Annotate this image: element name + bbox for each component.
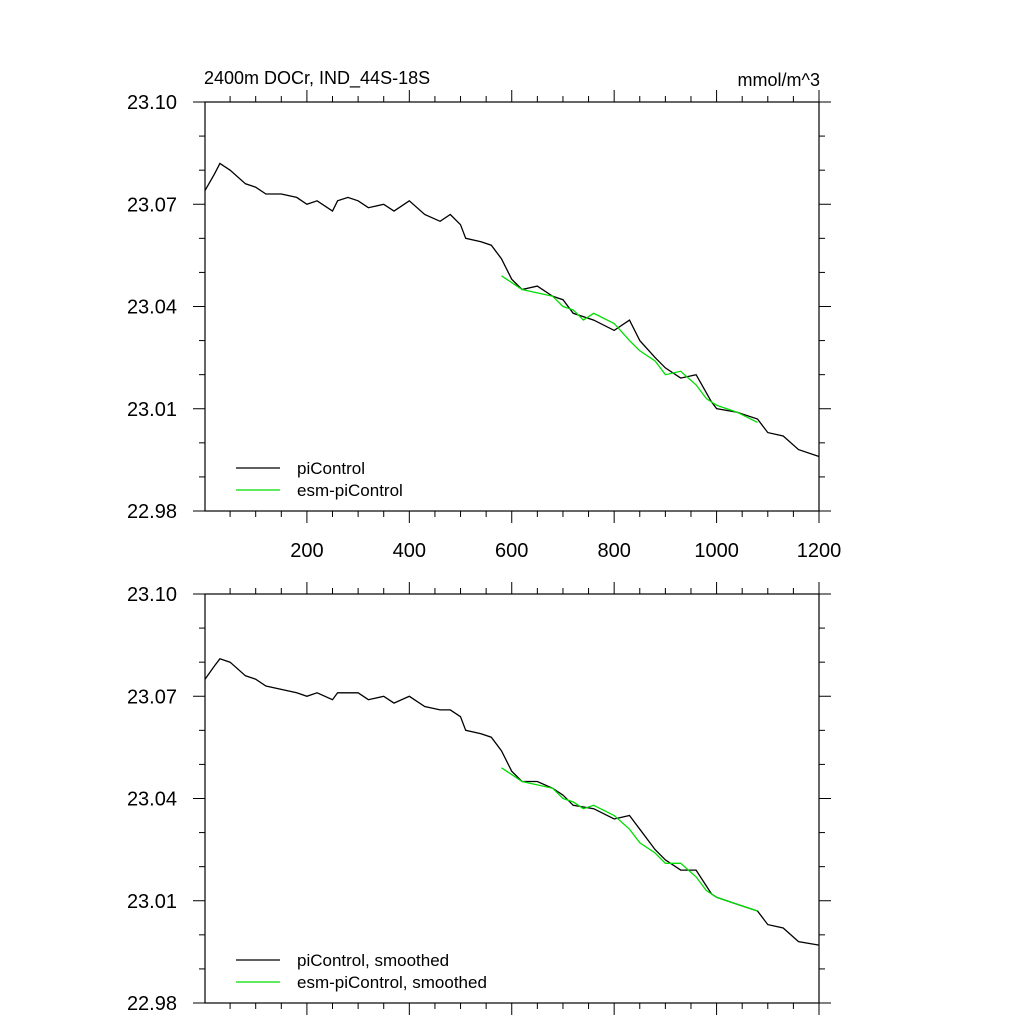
y-tick-label: 23.04 bbox=[127, 297, 177, 319]
legend-label: esm-piControl bbox=[297, 481, 403, 500]
legend-label: piControl, smoothed bbox=[297, 951, 449, 970]
x-tick-label: 200 bbox=[290, 540, 323, 562]
series-line-esm-picontrol-smoothed bbox=[501, 767, 758, 912]
y-tick-label: 22.98 bbox=[127, 501, 177, 523]
y-tick-label: 23.10 bbox=[127, 92, 177, 114]
x-tick-label: 1200 bbox=[797, 540, 842, 562]
legend-label: esm-piControl, smoothed bbox=[297, 973, 487, 992]
x-tick-label: 600 bbox=[495, 540, 528, 562]
y-tick-label: 23.10 bbox=[127, 584, 177, 606]
x-tick-label: 800 bbox=[597, 540, 630, 562]
axis-ticks bbox=[193, 90, 831, 523]
top-panel: 2400m DOCr, IND_44S-18S mmol/m^3 22.98 2… bbox=[127, 68, 841, 562]
y-tick-label: 23.07 bbox=[127, 194, 177, 216]
y-tick-label: 23.01 bbox=[127, 399, 177, 421]
legend: piControl esm-piControl bbox=[236, 459, 403, 500]
plot-frame bbox=[204, 101, 820, 512]
y-tick-label: 23.07 bbox=[127, 686, 177, 708]
x-tick-label: 1000 bbox=[694, 540, 739, 562]
y-tick-label: 23.04 bbox=[127, 789, 177, 811]
legend-label: piControl bbox=[297, 459, 365, 478]
legend: piControl, smoothed esm-piControl, smoot… bbox=[236, 951, 487, 992]
x-tick-labels: 200 400 600 800 1000 1200 bbox=[290, 540, 841, 562]
units-label: mmol/m^3 bbox=[738, 70, 820, 90]
y-tick-label: 22.98 bbox=[127, 993, 177, 1015]
plot-frame bbox=[204, 593, 820, 1004]
axis-ticks bbox=[193, 582, 831, 1015]
x-tick-label: 400 bbox=[393, 540, 426, 562]
chart-title: 2400m DOCr, IND_44S-18S bbox=[204, 68, 430, 89]
series-line-esm-picontrol bbox=[501, 275, 758, 423]
series-line-picontrol-smoothed bbox=[204, 658, 820, 946]
y-tick-label: 23.01 bbox=[127, 891, 177, 913]
bottom-panel: 22.98 23.01 23.04 23.07 23.10 piControl,… bbox=[127, 582, 831, 1015]
y-tick-labels: 22.98 23.01 23.04 23.07 23.10 bbox=[127, 584, 177, 1015]
y-tick-labels: 22.98 23.01 23.04 23.07 23.10 bbox=[127, 92, 177, 523]
series-line-picontrol bbox=[204, 162, 820, 458]
